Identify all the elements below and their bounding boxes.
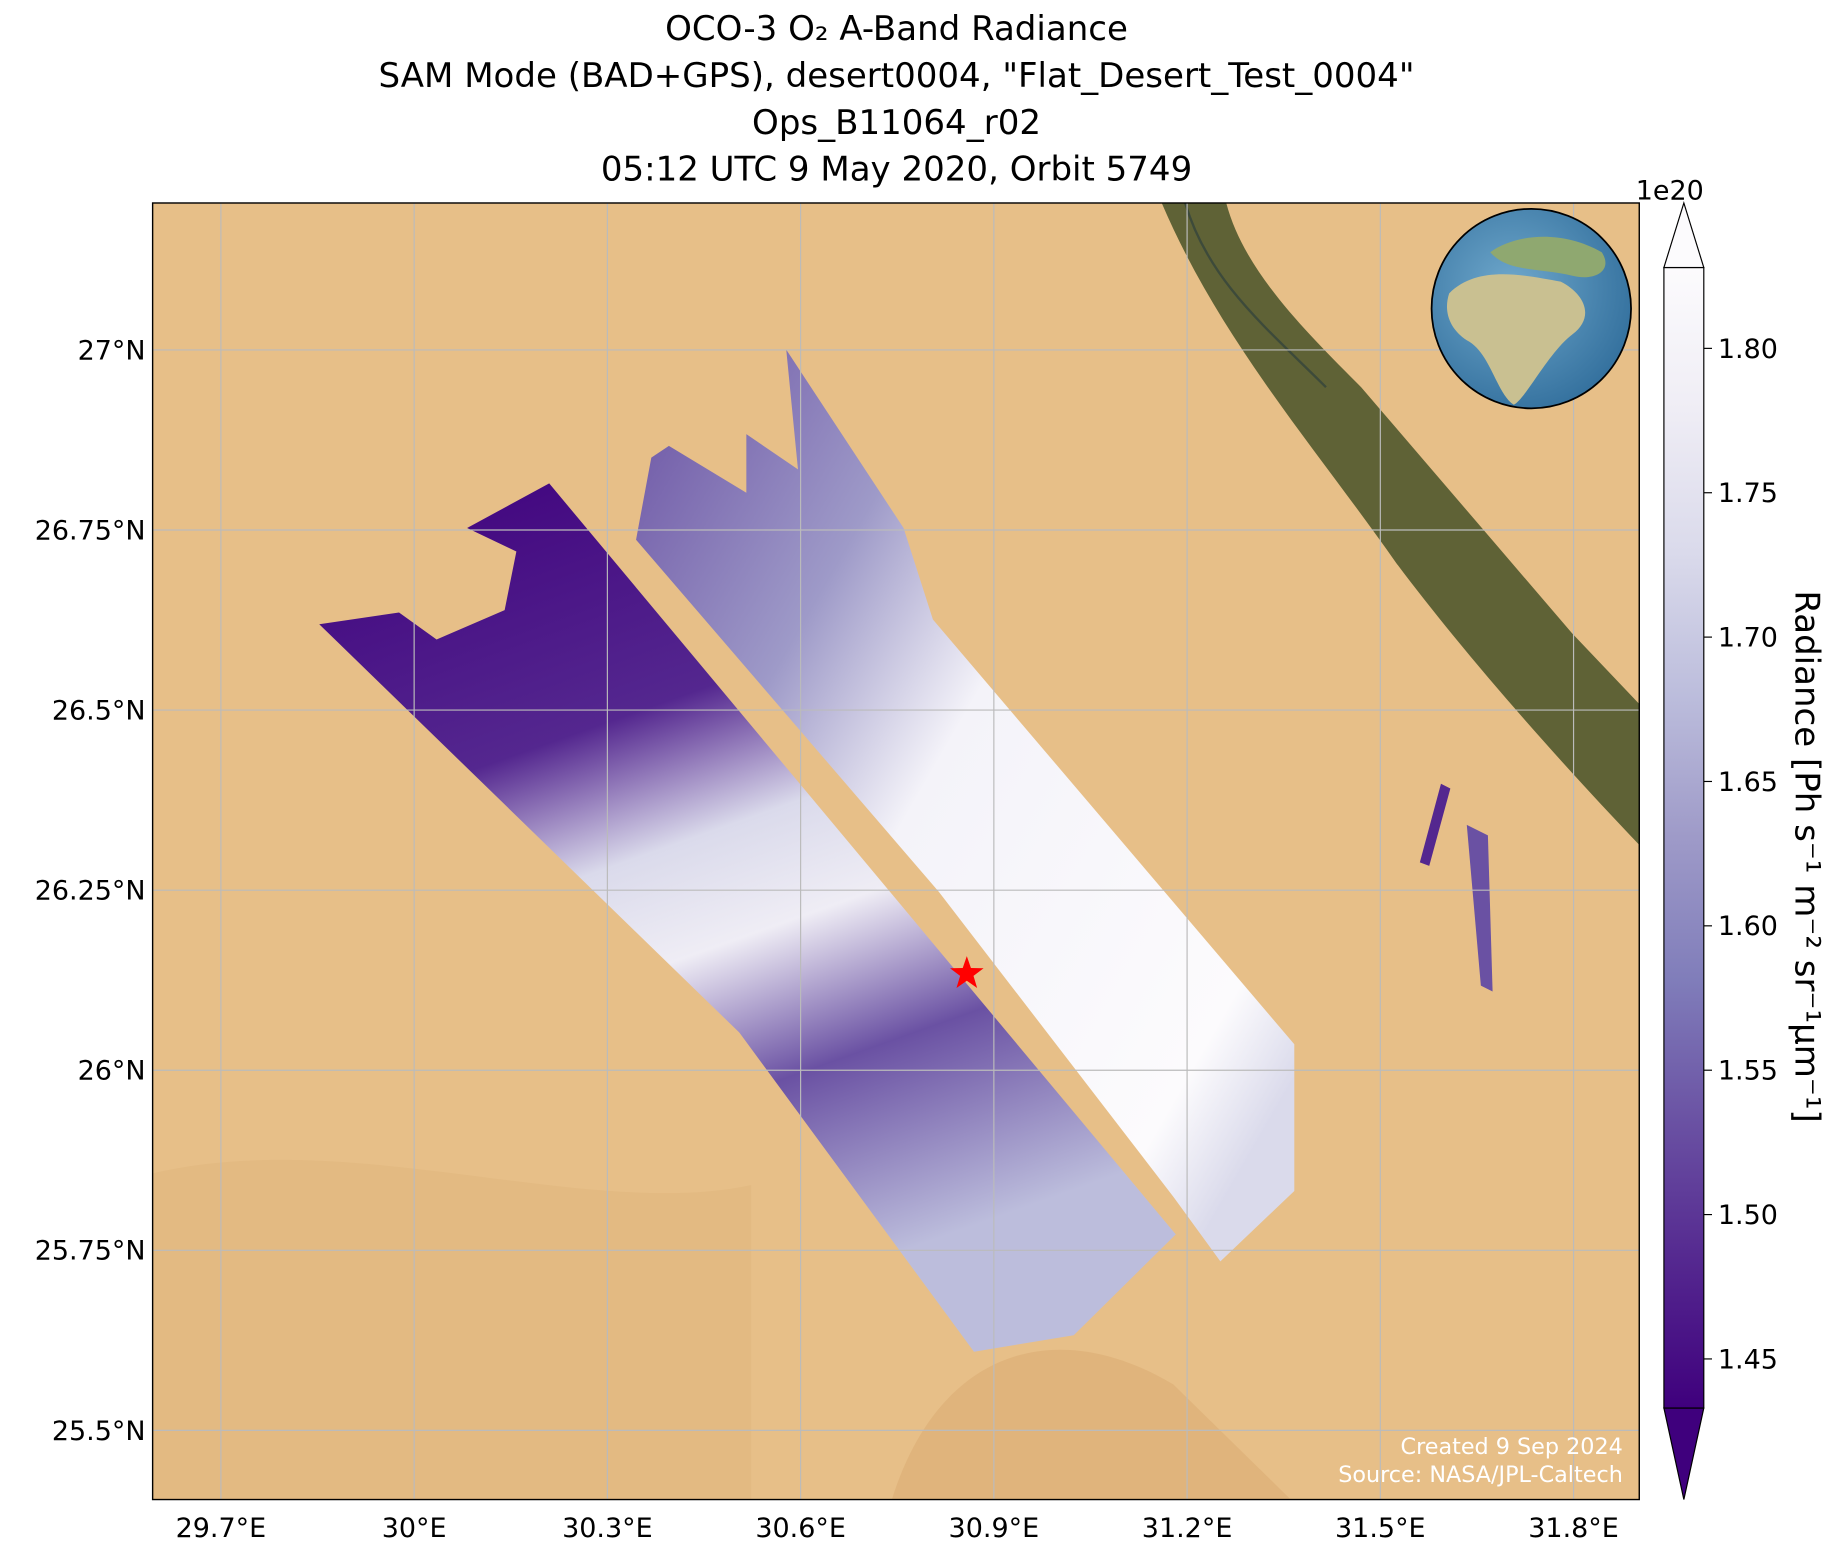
title-line: OCO-3 O₂ A-Band Radiance [665,9,1128,49]
title-line: SAM Mode (BAD+GPS), desert0004, "Flat_De… [379,56,1415,96]
y-tick-label: 27°N [78,335,146,366]
text-layer: OCO-3 O₂ A-Band Radiance SAM Mode (BAD+G… [35,9,1827,1544]
x-tick-label: 30°E [382,1513,447,1544]
x-tick-label: 30.3°E [562,1513,653,1544]
y-tick-label: 26.5°N [52,695,146,726]
target-marker [950,956,984,988]
x-tick-label: 30.6°E [755,1513,846,1544]
y-tick-label: 26°N [78,1056,146,1087]
colorbar-extend [1663,201,1705,269]
colorbar-tick-label: 1.50 [1718,1200,1778,1231]
y-tick-label: 25.75°N [35,1236,146,1267]
y-tick-label: 26.75°N [35,515,146,546]
x-tick-label: 31.5°E [1335,1513,1426,1544]
y-tick-label: 25.5°N [52,1416,146,1447]
title-line: Ops_B11064_r02 [752,103,1041,143]
colorbar-tick-label: 1.75 [1718,478,1778,509]
swath [319,483,1176,1352]
colorbar-tick-label: 1.55 [1718,1056,1778,1087]
grid [152,202,1640,1500]
x-tick-label: 31.2°E [1142,1513,1233,1544]
y-tick-label: 26.25°N [35,876,146,907]
credit: Created 9 Sep 2024 [1401,1434,1623,1460]
colorbar-frame [1663,266,1705,1409]
x-tick-label: 29.7°E [176,1513,267,1544]
swath [1419,783,1451,866]
colorbar-multiplier: 1e20 [1636,175,1704,206]
colorbar: 1.45 1.50 1.55 1.60 1.65 1.70 1.75 1.80 [1663,201,1778,1500]
colorbar-tick-label: 1.65 [1718,767,1778,798]
title-line: 05:12 UTC 9 May 2020, Orbit 5749 [601,150,1192,190]
inset-globe [1430,207,1632,410]
credit: Source: NASA/JPL-Caltech [1338,1462,1623,1488]
colorbar-tick-label: 1.70 [1718,622,1778,653]
x-tick-label: 30.9°E [949,1513,1040,1544]
colorbar-tick-label: 1.80 [1718,334,1778,365]
colorbar-tick-label: 1.45 [1718,1344,1778,1375]
colorbar-label: Radiance [Ph s⁻¹ m⁻² sr⁻¹μm⁻¹] [1786,590,1826,1122]
basemap [152,202,1640,1500]
map-frame [151,202,1640,1501]
colorbar-extend [1663,1407,1705,1500]
swath [1466,824,1493,992]
x-tick-label: 31.8°E [1528,1513,1619,1544]
colorbar-tick-label: 1.60 [1718,911,1778,942]
colorbar-bar [1663,267,1704,1409]
